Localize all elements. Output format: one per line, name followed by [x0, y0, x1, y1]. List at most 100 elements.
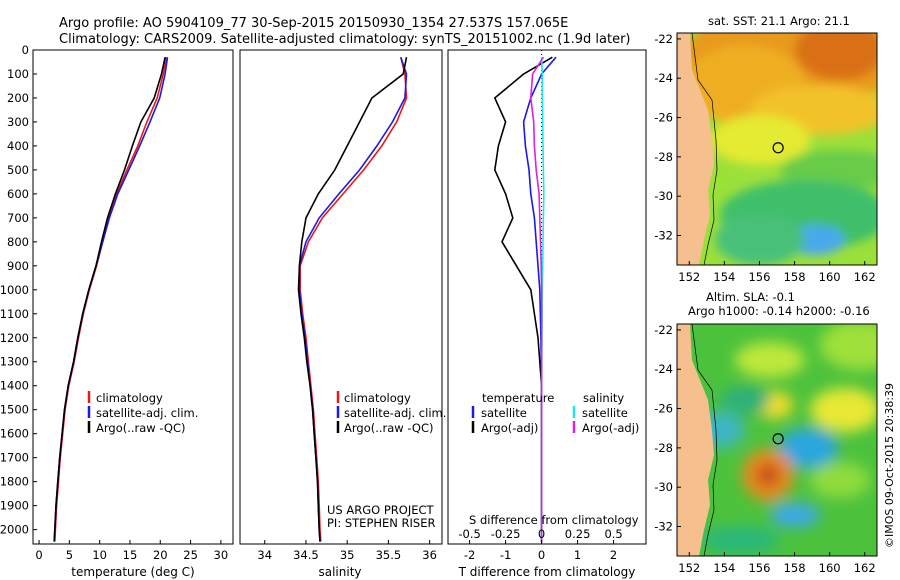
- header-line-1: Argo profile: AO 5904109_77 30-Sep-2015 …: [59, 16, 568, 31]
- sst-map-field: [677, 33, 877, 265]
- lon-tick-label: 160: [819, 561, 841, 575]
- x-tick-label: 30: [214, 548, 229, 562]
- depth-tick-label: 700: [7, 211, 29, 225]
- temperature-lines: [53, 57, 169, 542]
- x-tick-label: 0: [538, 548, 545, 562]
- legend-label-climatology: climatology: [344, 391, 411, 405]
- depth-tick-label: 500: [7, 163, 29, 177]
- series-line-argo: [53, 57, 166, 542]
- depth-tick-label: 400: [7, 139, 29, 153]
- lat-tick-label: -30: [654, 480, 673, 494]
- x-tick-label: 20: [153, 548, 168, 562]
- legend-label-temp-argo: Argo(-adj): [481, 421, 538, 435]
- lon-tick-label: 158: [784, 270, 806, 284]
- lon-tick-label: 154: [713, 561, 735, 575]
- s-tick-label: -0.25: [491, 527, 521, 541]
- pi-annotation: PI: STEPHEN RISER: [327, 516, 436, 530]
- sst-longitude-ticks: 152 154 156 158 160 162: [678, 261, 876, 284]
- s-tick-label: 0: [538, 527, 545, 541]
- s-tick-label: 0.25: [565, 527, 591, 541]
- salinity-lines: [297, 56, 408, 542]
- lat-tick-label: -26: [654, 111, 673, 125]
- sla-map-field: [677, 324, 877, 556]
- lat-tick-label: -30: [654, 189, 673, 203]
- depth-tick-label: 300: [7, 115, 29, 129]
- s-tick-label: 0.5: [604, 527, 622, 541]
- lon-tick-label: 158: [784, 561, 806, 575]
- lon-tick-label: 154: [713, 270, 735, 284]
- s-difference-tick-labels: -0.5 -0.25 0 0.25 0.5: [458, 527, 622, 541]
- depth-tick-label: 1700: [0, 451, 29, 465]
- legend-title-salinity: salinity: [583, 391, 624, 405]
- depth-tick-label: 100: [7, 67, 29, 81]
- depth-tick-label: 0: [22, 43, 29, 57]
- depth-tick-label: 2000: [0, 523, 29, 537]
- x-tick-label: 2: [610, 548, 617, 562]
- temperature-legend: climatology satellite-adj. clim. Argo(..…: [87, 391, 198, 435]
- lon-tick-label: 156: [748, 270, 770, 284]
- temperature-panel-frame: [32, 49, 234, 545]
- x-tick-label: 25: [183, 548, 198, 562]
- legend-label-satellite: satellite-adj. clim.: [344, 406, 446, 420]
- difference-legend: temperature salinity satellite Argo(-adj…: [471, 391, 639, 435]
- t-difference-tick-labels: -2 -1 0 1 2: [464, 540, 617, 562]
- depth-tick-label: 1400: [0, 379, 29, 393]
- depth-tick-label: 1800: [0, 475, 29, 489]
- lat-tick-label: -26: [654, 402, 673, 416]
- sla-map: Altim. SLA: -0.1 Argo h1000: -0.14 h2000…: [654, 290, 878, 575]
- x-tick-label: 5: [66, 548, 73, 562]
- lat-tick-label: -28: [654, 441, 673, 455]
- header-line-2: Climatology: CARS2009. Satellite-adjuste…: [59, 32, 631, 47]
- australia-landmass: [677, 324, 714, 556]
- depth-tick-label: 1200: [0, 331, 29, 345]
- lat-tick-label: -22: [654, 32, 673, 46]
- s-tick-label: -0.5: [458, 527, 480, 541]
- lon-tick-label: 162: [854, 561, 876, 575]
- depth-tick-label: 200: [7, 91, 29, 105]
- depth-tick-labels: 0 100 200 300 400 500 600 700 800 900 1000 1100 1200…: [0, 43, 37, 537]
- legend-label-sal-satellite: satellite: [582, 406, 628, 420]
- sst-map-frame: [676, 32, 878, 266]
- legend-label-argo: Argo(..raw -QC): [96, 421, 186, 435]
- x-tick-label: -1: [500, 548, 511, 562]
- sla-float-marker: [772, 433, 784, 445]
- legend-title-temperature: temperature: [482, 391, 554, 405]
- lon-tick-label: 152: [678, 270, 700, 284]
- legend-label-temp-satellite: satellite: [481, 406, 527, 420]
- legend-label-climatology: climatology: [96, 391, 163, 405]
- depth-tick-label: 1000: [0, 283, 29, 297]
- salinity-panel: 34 34.5 35 35.5 36 salinity climatology sate…: [239, 49, 446, 579]
- legend-label-argo: Argo(..raw -QC): [344, 421, 434, 435]
- x-tick-label: 35: [340, 548, 355, 562]
- difference-panel: -2 -1 0 1 2 -0.5 -0.25 0 0.25 0.5 S difference f…: [447, 49, 647, 579]
- lon-tick-label: 152: [678, 561, 700, 575]
- t-difference-label: T difference from climatology: [458, 565, 636, 579]
- lat-tick-label: -28: [654, 150, 673, 164]
- difference-lines: [493, 56, 557, 542]
- imos-timestamp: ©IMOS 09-Oct-2015 20:38:39: [883, 383, 896, 548]
- depth-tick-label: 1300: [0, 355, 29, 369]
- series-line-sal-argo: [529, 56, 545, 542]
- x-tick-label: 36: [422, 548, 437, 562]
- lon-tick-label: 162: [854, 270, 876, 284]
- legend-label-satellite: satellite-adj. clim.: [96, 406, 198, 420]
- x-tick-label: 0: [35, 548, 42, 562]
- sla-map-frame: [676, 323, 878, 557]
- depth-tick-label: 1600: [0, 427, 29, 441]
- sla-latitude-ticks: -22 -24 -26 -28 -30 -32: [654, 323, 681, 534]
- sst-float-marker: [772, 142, 784, 154]
- temperature-panel: 0100200300400500600700800900100011001200…: [0, 43, 234, 579]
- lon-tick-label: 156: [748, 561, 770, 575]
- salinity-tick-labels: 34 34.5 35 35.5 36: [257, 540, 437, 562]
- x-tick-label: 10: [92, 548, 107, 562]
- project-annotation: US ARGO PROJECT: [327, 503, 435, 517]
- depth-tick-label: 800: [7, 235, 29, 249]
- legend-label-sal-argo: Argo(-adj): [582, 421, 639, 435]
- depth-tick-label: 1500: [0, 403, 29, 417]
- s-difference-label: S difference from climatology: [469, 513, 639, 527]
- lat-tick-label: -22: [654, 323, 673, 337]
- x-tick-label: 1: [574, 548, 581, 562]
- lat-tick-label: -24: [654, 362, 673, 376]
- salinity-legend: climatology satellite-adj. clim. Argo(..…: [336, 391, 446, 435]
